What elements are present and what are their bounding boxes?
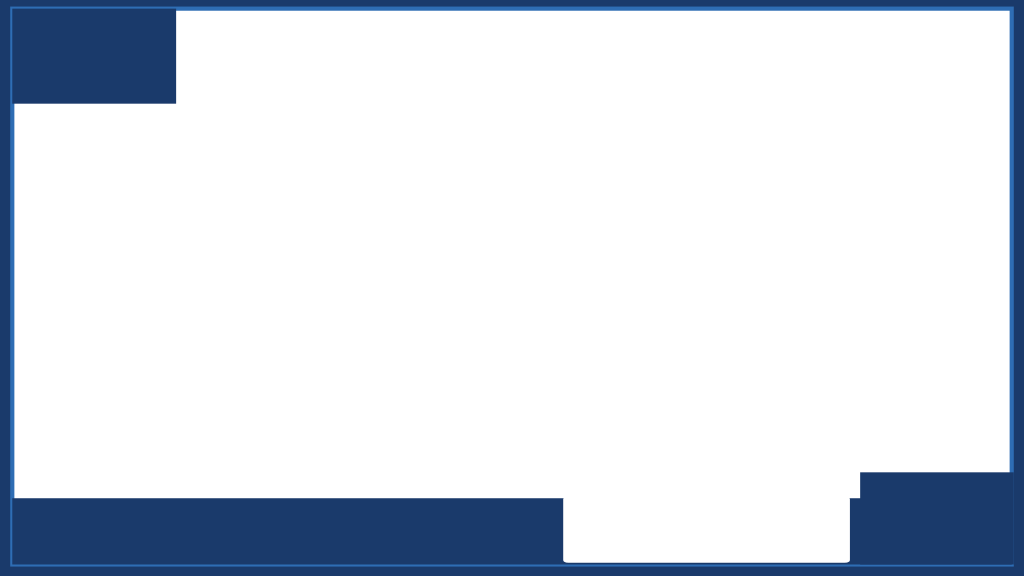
Text: 43: 43 bbox=[442, 225, 481, 253]
Text: Ungrouped Data: Ungrouped Data bbox=[438, 78, 719, 107]
Bar bbox=[117, 32, 148, 60]
Text: 45: 45 bbox=[526, 268, 565, 297]
Text: 46: 46 bbox=[189, 311, 228, 340]
Text: 37: 37 bbox=[274, 181, 313, 210]
Text: .0: .0 bbox=[140, 81, 155, 94]
Text: 43: 43 bbox=[274, 225, 313, 253]
Bar bbox=[22, 32, 53, 60]
Text: 37: 37 bbox=[189, 181, 228, 210]
Text: Value 44 occurs 5 times: Value 44 occurs 5 times bbox=[620, 225, 952, 253]
Text: S: S bbox=[66, 40, 73, 53]
Bar bbox=[53, 32, 85, 60]
Text: 45: 45 bbox=[102, 311, 141, 340]
Text: Example:: Example: bbox=[97, 131, 240, 160]
Text: 35: 35 bbox=[102, 181, 141, 210]
Text: 46: 46 bbox=[358, 311, 397, 340]
Text: 46: 46 bbox=[442, 311, 481, 340]
Text: 46: 46 bbox=[274, 311, 313, 340]
Bar bbox=[85, 32, 117, 60]
Text: Erasmus+ Programme: Erasmus+ Programme bbox=[579, 524, 712, 536]
Text: 41: 41 bbox=[189, 225, 228, 253]
Text: • Mode is often used in determining sizes (garment industry): S,: • Mode is often used in determining size… bbox=[77, 367, 971, 395]
Text: E: E bbox=[129, 40, 136, 53]
Text: 43: 43 bbox=[358, 225, 397, 253]
Text: M: M bbox=[34, 40, 41, 53]
Text: 40: 40 bbox=[526, 181, 565, 210]
Text: 43: 43 bbox=[526, 225, 565, 253]
Text: 44: 44 bbox=[442, 268, 481, 297]
Text: 44: 44 bbox=[274, 268, 313, 297]
Text: 41: 41 bbox=[102, 225, 141, 253]
Text: M, L, XL, XXL (modal sizes): M, L, XL, XXL (modal sizes) bbox=[77, 398, 452, 426]
Text: 39: 39 bbox=[358, 181, 397, 210]
Text: Measures of Central Tendency: Measures of Central Tendency bbox=[319, 47, 838, 76]
Text: 44: 44 bbox=[189, 268, 228, 297]
Text: of the European Union: of the European Union bbox=[579, 540, 711, 552]
Text: 40: 40 bbox=[442, 181, 481, 210]
Text: 44: 44 bbox=[358, 268, 397, 297]
Text: 4: 4 bbox=[108, 62, 127, 90]
Text: 48: 48 bbox=[526, 311, 565, 340]
Text: Co-funded by the: Co-funded by the bbox=[579, 507, 681, 520]
Text: T: T bbox=[97, 40, 104, 53]
Text: The mode is 44: The mode is 44 bbox=[620, 268, 857, 296]
Text: 44: 44 bbox=[102, 268, 141, 297]
